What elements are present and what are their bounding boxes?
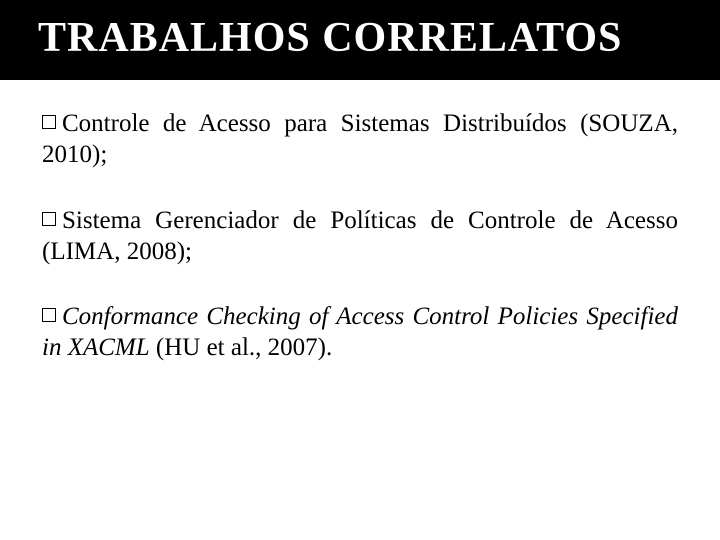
content-area: Controle de Acesso para Sistemas Distrib…: [0, 80, 720, 364]
title-band: TRABALHOS CORRELATOS: [0, 0, 720, 80]
list-item: Sistema Gerenciador de Políticas de Cont…: [42, 205, 678, 268]
item-text: Sistema Gerenciador de Políticas de Cont…: [42, 207, 678, 265]
list-item: Conformance Checking of Access Control P…: [42, 301, 678, 364]
slide-title: TRABALHOS CORRELATOS: [38, 14, 720, 62]
item-text: (HU et al., 2007).: [150, 334, 333, 361]
square-bullet-icon: [42, 308, 56, 322]
slide: TRABALHOS CORRELATOS Controle de Acesso …: [0, 0, 720, 540]
square-bullet-icon: [42, 115, 56, 129]
item-text: Controle de Acesso para Sistemas Distrib…: [42, 110, 678, 168]
item-italic-text: Conformance Checking of Access Control P…: [42, 303, 678, 361]
square-bullet-icon: [42, 212, 56, 226]
list-item: Controle de Acesso para Sistemas Distrib…: [42, 108, 678, 171]
